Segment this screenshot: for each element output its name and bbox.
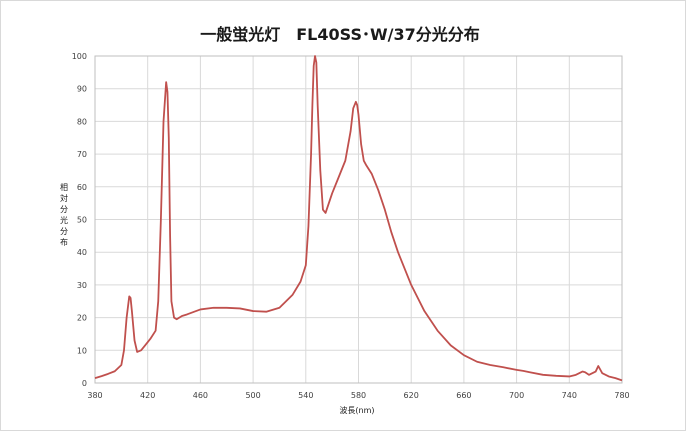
y-axis-label: 相対分光分布 <box>60 182 68 247</box>
y-tick-label: 30 <box>77 281 87 290</box>
x-tick-label: 540 <box>298 391 313 400</box>
y-tick-label: 90 <box>77 85 87 94</box>
y-tick-labels: 0 10 20 30 40 50 60 70 80 90 100 <box>72 52 87 388</box>
x-tick-label: 660 <box>456 391 471 400</box>
y-tick-label: 10 <box>77 346 87 355</box>
plot-area <box>94 55 623 384</box>
x-tick-label: 420 <box>140 391 155 400</box>
x-axis-label: 波長(nm) <box>339 405 374 415</box>
x-tick-labels: 380 420 460 500 540 580 620 660 700 740 780 <box>87 391 629 400</box>
y-tick-label: 50 <box>77 216 87 225</box>
y-tick-label: 100 <box>72 52 87 61</box>
x-tick-label: 380 <box>87 391 102 400</box>
series-line <box>94 55 623 382</box>
y-tick-label: 70 <box>77 150 87 159</box>
x-tick-label: 580 <box>351 391 366 400</box>
x-tick-label: 700 <box>509 391 524 400</box>
y-tick-label: 80 <box>77 117 87 126</box>
x-tick-label: 740 <box>562 391 577 400</box>
gridlines <box>94 55 623 384</box>
y-tick-label: 40 <box>77 248 87 257</box>
y-tick-label: 0 <box>82 379 87 388</box>
y-tick-label: 20 <box>77 314 87 323</box>
x-tick-label: 620 <box>404 391 419 400</box>
chart-title: 一般蛍光灯 FL40SS･W/37分光分布 <box>200 25 479 44</box>
x-tick-label: 460 <box>193 391 208 400</box>
x-tick-label: 500 <box>245 391 260 400</box>
x-tick-label: 780 <box>614 391 629 400</box>
y-tick-label: 60 <box>77 183 87 192</box>
